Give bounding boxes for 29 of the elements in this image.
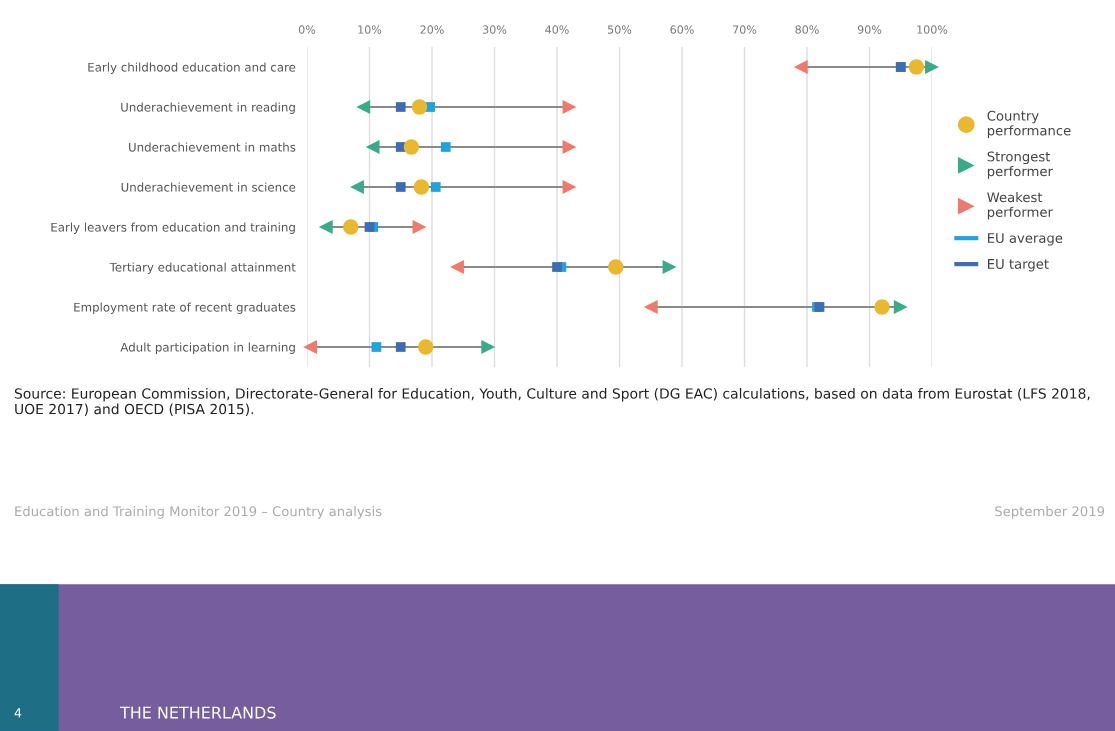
y-tick-label: Tertiary educational attainment (109, 262, 296, 274)
legend-label: Country performance (987, 110, 1071, 139)
y-tick-label: Employment rate of recent graduates (74, 302, 296, 314)
text: THE NETHERLANDS (119, 706, 276, 719)
x-tick-label: 80% (795, 25, 819, 34)
text: September 2019 (995, 506, 1105, 519)
y-tick-label: Underachievement in maths (129, 142, 296, 152)
x-tick-label: 30% (483, 25, 507, 34)
source-note: Source: European Commission, Directorate-General for Education, Youth, Culture and Sport (DG EAC) calculations, based on data from Eurostat (LFS 2018, UOE 2017) and OECD (PISA 2015). (14, 388, 1090, 416)
legend-label: Strongest performer (987, 151, 1053, 179)
x-tick-label: 0% (298, 25, 316, 34)
legend-label: Weakest performer (987, 192, 1053, 220)
x-tick-label: 40% (545, 25, 569, 34)
x-tick-label: 100% (917, 25, 948, 34)
x-tick-label: 90% (857, 25, 882, 34)
x-tick-label: 50% (608, 25, 632, 34)
legend-label: EU target (988, 259, 1049, 272)
y-tick-label: Underachievement in reading (121, 102, 295, 114)
x-tick-label: 10% (358, 25, 382, 34)
legend-label: EU average (988, 233, 1063, 246)
text: Education and Training Monitor 2019 – Country analysis (15, 506, 382, 519)
y-tick-label: Adult participation in learning (120, 342, 295, 354)
y-tick-label: Early childhood education and care (88, 62, 296, 74)
text: 4 (14, 708, 22, 718)
y-tick-label: Underachievement in science (121, 182, 296, 192)
y-tick-label: Early leavers from education and training (51, 222, 295, 234)
x-tick-label: 70% (733, 25, 757, 34)
x-tick-label: 20% (420, 25, 444, 34)
x-tick-label: 60% (670, 25, 694, 34)
